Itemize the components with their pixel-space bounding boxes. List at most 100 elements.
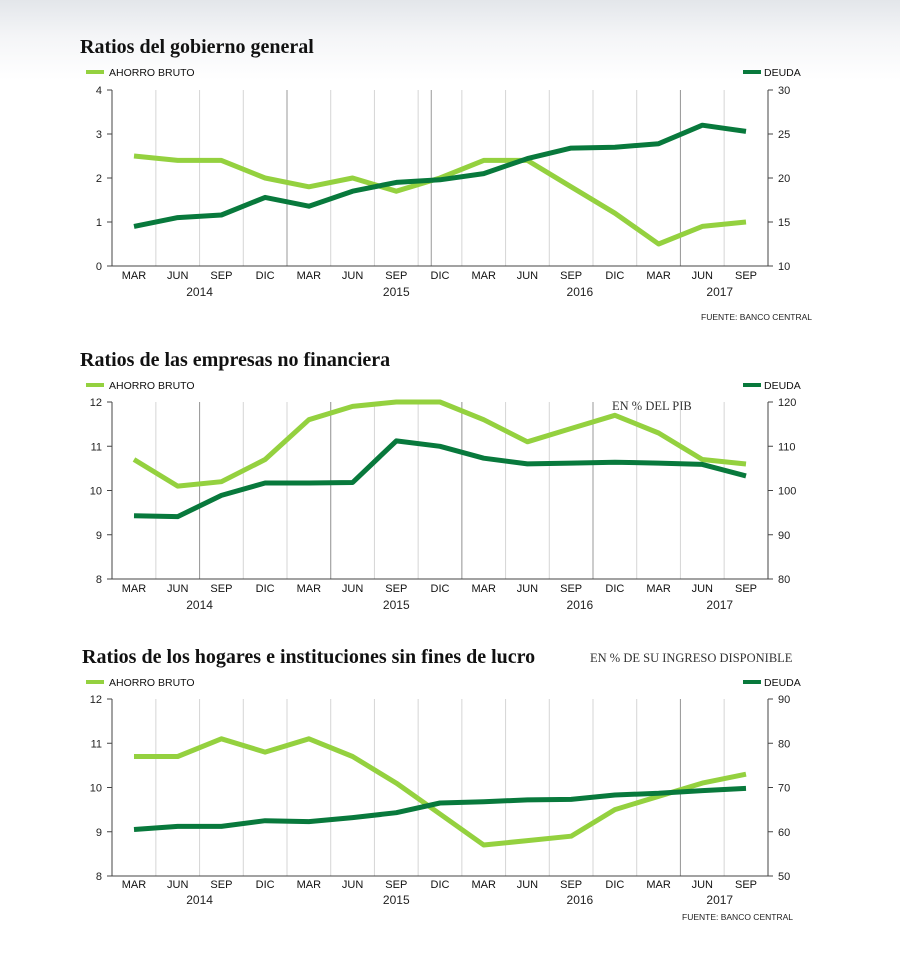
category-label: JUN bbox=[692, 583, 713, 595]
category-label: DIC bbox=[431, 583, 450, 595]
category-label: DIC bbox=[605, 879, 624, 891]
right-tick-label: 70 bbox=[778, 783, 790, 795]
left-tick-label: 8 bbox=[96, 871, 102, 883]
legend-label-ahorro: AHORRO BRUTO bbox=[109, 67, 195, 79]
category-label: MAR bbox=[297, 270, 322, 282]
right-tick-label: 90 bbox=[778, 694, 790, 706]
left-tick-label: 11 bbox=[91, 441, 102, 453]
source-note: FUENTE: BANCO CENTRAL bbox=[682, 912, 793, 922]
year-label: 2017 bbox=[706, 285, 733, 299]
category-label: JUN bbox=[342, 583, 363, 595]
year-label: 2017 bbox=[706, 598, 733, 612]
category-label: SEP bbox=[735, 583, 757, 595]
header-band bbox=[0, 0, 900, 80]
category-label: JUN bbox=[342, 270, 363, 282]
year-label: 2014 bbox=[186, 598, 213, 612]
right-tick-label: 15 bbox=[778, 217, 790, 229]
category-label: MAR bbox=[646, 879, 671, 891]
left-tick-label: 10 bbox=[90, 486, 102, 498]
legend-label-deuda: DEUDA bbox=[764, 67, 801, 79]
chart-title: Ratios de los hogares e instituciones si… bbox=[82, 646, 535, 668]
right-tick-label: 110 bbox=[778, 441, 796, 453]
category-label: DIC bbox=[605, 583, 624, 595]
category-label: SEP bbox=[210, 879, 232, 891]
source-note: FUENTE: BANCO CENTRAL bbox=[701, 312, 812, 322]
year-label: 2016 bbox=[567, 285, 594, 299]
left-tick-label: 10 bbox=[90, 783, 102, 795]
chart-title: Ratios del gobierno general bbox=[80, 36, 314, 58]
category-label: JUN bbox=[167, 583, 188, 595]
year-label: 2015 bbox=[383, 893, 410, 907]
year-label: 2014 bbox=[186, 893, 213, 907]
year-label: 2016 bbox=[567, 598, 594, 612]
category-label: MAR bbox=[646, 583, 671, 595]
category-label: MAR bbox=[297, 879, 322, 891]
left-tick-label: 0 bbox=[96, 261, 102, 273]
left-tick-label: 9 bbox=[96, 827, 102, 839]
category-label: JUN bbox=[517, 583, 538, 595]
category-label: DIC bbox=[256, 879, 275, 891]
year-label: 2017 bbox=[706, 893, 733, 907]
chart-2: Ratios de las empresas no financiera EN %… bbox=[80, 349, 801, 612]
chart-subtitle: EN % DE SU INGRESO DISPONIBLE bbox=[590, 651, 793, 665]
category-label: JUN bbox=[167, 879, 188, 891]
right-tick-label: 60 bbox=[778, 827, 790, 839]
right-tick-label: 20 bbox=[778, 173, 790, 185]
year-label: 2015 bbox=[383, 598, 410, 612]
left-tick-label: 1 bbox=[96, 217, 102, 229]
left-tick-label: 9 bbox=[96, 530, 102, 542]
left-tick-label: 3 bbox=[96, 129, 102, 141]
series-line-ahorro-bruto bbox=[133, 153, 747, 247]
chart-1: Ratios del gobierno general AHORRO BRUTO D… bbox=[80, 36, 812, 322]
left-tick-label: 12 bbox=[90, 397, 102, 409]
category-label: SEP bbox=[385, 879, 407, 891]
right-tick-label: 25 bbox=[778, 129, 790, 141]
left-tick-label: 11 bbox=[91, 738, 102, 750]
category-label: JUN bbox=[342, 879, 363, 891]
right-tick-label: 30 bbox=[778, 85, 790, 97]
category-label: JUN bbox=[167, 270, 188, 282]
year-label: 2015 bbox=[383, 285, 410, 299]
category-label: SEP bbox=[560, 879, 582, 891]
chart-title: Ratios de las empresas no financiera bbox=[80, 349, 390, 371]
right-tick-label: 90 bbox=[778, 530, 790, 542]
left-tick-label: 2 bbox=[96, 173, 102, 185]
category-label: SEP bbox=[210, 583, 232, 595]
chart-3: Ratios de los hogares e instituciones si… bbox=[82, 646, 801, 922]
right-tick-label: 80 bbox=[778, 738, 790, 750]
category-label: MAR bbox=[297, 583, 322, 595]
legend-label-ahorro: AHORRO BRUTO bbox=[109, 380, 195, 392]
category-label: MAR bbox=[122, 270, 147, 282]
category-label: JUN bbox=[692, 270, 713, 282]
left-tick-label: 4 bbox=[96, 85, 102, 97]
right-tick-label: 120 bbox=[778, 397, 796, 409]
chart-subtitle: EN % DEL PIB bbox=[612, 399, 692, 413]
gridlines bbox=[155, 699, 725, 876]
category-label: JUN bbox=[517, 879, 538, 891]
category-label: DIC bbox=[431, 879, 450, 891]
category-label: JUN bbox=[692, 879, 713, 891]
category-label: SEP bbox=[560, 270, 582, 282]
right-tick-label: 100 bbox=[778, 486, 796, 498]
category-label: MAR bbox=[122, 879, 147, 891]
category-label: MAR bbox=[646, 270, 671, 282]
category-label: SEP bbox=[735, 270, 757, 282]
legend-label-deuda: DEUDA bbox=[764, 677, 801, 689]
category-label: SEP bbox=[385, 270, 407, 282]
category-label: SEP bbox=[560, 583, 582, 595]
category-label: MAR bbox=[122, 583, 147, 595]
category-label: MAR bbox=[471, 270, 496, 282]
category-label: DIC bbox=[605, 270, 624, 282]
year-label: 2014 bbox=[186, 285, 213, 299]
category-label: JUN bbox=[517, 270, 538, 282]
right-tick-label: 80 bbox=[778, 574, 790, 586]
category-label: MAR bbox=[471, 583, 496, 595]
category-label: MAR bbox=[471, 879, 496, 891]
category-label: SEP bbox=[385, 583, 407, 595]
category-label: SEP bbox=[735, 879, 757, 891]
legend-label-deuda: DEUDA bbox=[764, 380, 801, 392]
year-label: 2016 bbox=[567, 893, 594, 907]
left-tick-label: 8 bbox=[96, 574, 102, 586]
category-label: DIC bbox=[256, 270, 275, 282]
